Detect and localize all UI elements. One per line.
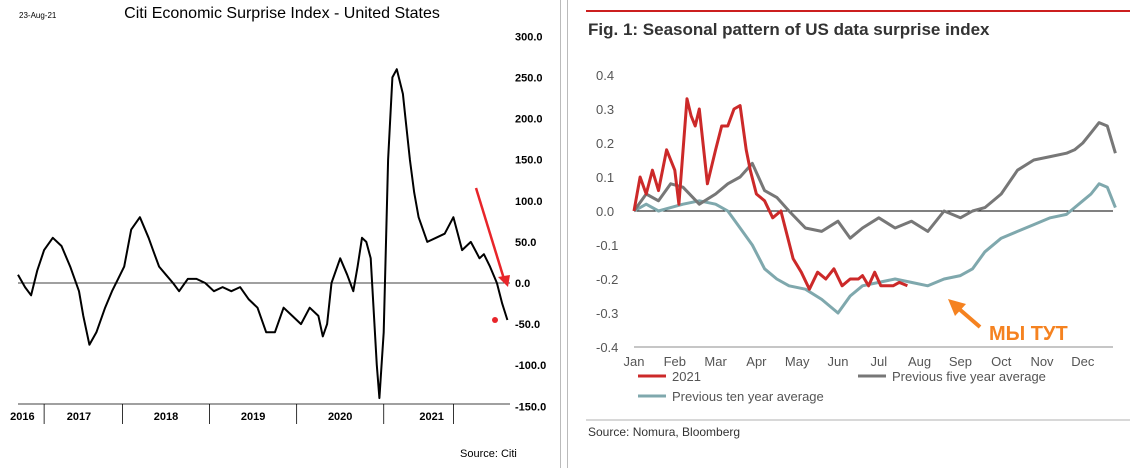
chart-source: Source: Citi: [460, 448, 517, 460]
y-tick-label: 0.2: [596, 136, 614, 151]
year-label: 2016: [10, 411, 34, 423]
y-tick-label: 150.0: [515, 155, 543, 167]
y-tick-label: 0.1: [596, 170, 614, 185]
month-label: Mar: [704, 354, 727, 369]
y-tick-label: -150.0: [515, 401, 546, 413]
y-tick-label: 250.0: [515, 72, 543, 84]
month-label: Dec: [1071, 354, 1095, 369]
year-label: 2020: [328, 411, 352, 423]
month-label: May: [785, 354, 810, 369]
y-tick-label: 50.0: [515, 237, 536, 249]
month-label: Sep: [949, 354, 972, 369]
year-label: 2018: [154, 411, 178, 423]
year-label: 2017: [67, 411, 91, 423]
annotation-arrow: [956, 306, 982, 329]
y-tick-label: -0.3: [596, 306, 618, 321]
y-tick-label: 0.0: [596, 204, 614, 219]
y-tick-label: 300.0: [515, 31, 543, 43]
y-axis-ticks: 0.4 0.3 0.2 0.1 0.0 -0.1 -0.2 -0.3 -0.4: [596, 68, 618, 355]
seasonal-pattern-chart: Fig. 1: Seasonal pattern of US data surp…: [586, 10, 1130, 439]
x-axis-months: Jan Feb Mar Apr May Jun Jul Aug Sep Oct Nov Dec: [624, 354, 1095, 369]
series-line: [632, 121, 1117, 240]
y-tick-label: -0.1: [596, 238, 618, 253]
month-label: Oct: [991, 354, 1012, 369]
y-tick-label: 100.0: [515, 196, 543, 208]
legend: 2021 Previous five year average Previous t…: [638, 369, 1046, 404]
y-tick-label: 0.0: [515, 278, 530, 290]
y-axis-ticks: 300.0 250.0 200.0 150.0 100.0 50.0 0.0 -50.0 -10…: [515, 31, 546, 413]
month-label: Feb: [664, 354, 686, 369]
y-tick-label: -100.0: [515, 360, 546, 372]
y-tick-label: 0.3: [596, 102, 614, 117]
annotation-arrow-head: [948, 299, 966, 316]
chart-date: 23-Aug-21: [19, 11, 57, 20]
y-tick-label: -0.4: [596, 340, 618, 355]
latest-point-marker: [492, 317, 498, 323]
year-label: 2019: [241, 411, 265, 423]
trend-arrow-head: [498, 275, 510, 287]
chart-source: Source: Nomura, Bloomberg: [588, 425, 740, 439]
seasonal-pattern-panel: Fig. 1: Seasonal pattern of US data surp…: [567, 0, 1134, 468]
legend-label: Previous five year average: [892, 369, 1046, 384]
month-label: Jun: [828, 354, 849, 369]
chart-title: Fig. 1: Seasonal pattern of US data surp…: [588, 20, 990, 39]
y-tick-label: 0.4: [596, 68, 614, 83]
series-line: [632, 97, 908, 291]
series-line: [17, 68, 509, 400]
year-label: 2021: [419, 411, 443, 423]
citi-surprise-chart: 23-Aug-21 Citi Economic Surprise Index -…: [10, 5, 546, 460]
legend-label: Previous ten year average: [672, 389, 824, 404]
y-tick-label: 200.0: [515, 114, 543, 126]
y-tick-label: -50.0: [515, 319, 540, 331]
series-line: [633, 182, 1117, 315]
month-label: Jan: [624, 354, 645, 369]
citi-surprise-panel: 23-Aug-21 Citi Economic Surprise Index -…: [0, 0, 561, 468]
series-layer: [632, 97, 1117, 315]
month-label: Jul: [870, 354, 887, 369]
month-label: Apr: [746, 354, 767, 369]
chart-title: Citi Economic Surprise Index - United St…: [124, 5, 440, 22]
month-label: Nov: [1030, 354, 1054, 369]
trend-arrow: [474, 187, 506, 280]
x-axis-years: 2016 2017 2018 2019 2020 2021: [10, 404, 454, 424]
y-tick-label: -0.2: [596, 272, 618, 287]
series-layer: [17, 68, 509, 400]
month-label: Aug: [908, 354, 931, 369]
annotation-text: МЫ ТУТ: [989, 323, 1068, 345]
legend-label: 2021: [672, 369, 701, 384]
